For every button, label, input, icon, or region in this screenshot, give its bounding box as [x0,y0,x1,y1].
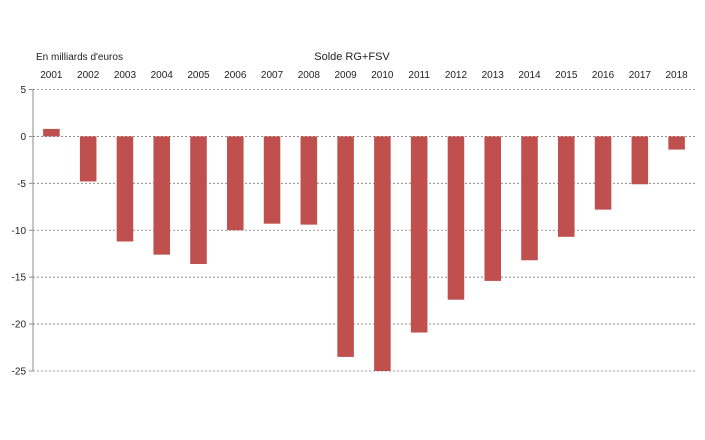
bar-2001 [43,128,60,137]
x-tick-label: 2001 [40,70,63,81]
x-tick-label: 2006 [224,70,247,81]
unit-label: En milliards d'euros [36,52,123,63]
x-tick-label: 2008 [298,70,321,81]
x-tick-label: 2002 [77,70,100,81]
bar-2009 [337,136,354,357]
x-tick-label: 2003 [114,70,137,81]
x-tick-label: 2009 [334,70,357,81]
bar-2016 [594,136,612,210]
bar-2008 [300,136,318,225]
bar-2013 [484,136,501,281]
x-tick-label: 2010 [371,70,394,81]
x-tick-label: 2016 [592,70,615,81]
x-tick-label: 2004 [151,70,174,81]
y-tick-label: 0 [20,132,26,143]
x-tick-label: 2011 [408,70,430,81]
bars [43,128,685,371]
y-tick-label: -25 [12,367,27,378]
y-tick-label: -20 [12,320,27,331]
chart-title: Solde RG+FSV [314,51,390,63]
bar-2007 [263,136,281,224]
x-tick-label: 2007 [261,70,284,81]
x-tick-label: 2014 [518,70,541,81]
bar-2014 [521,136,538,261]
x-axis-ticks: 2001 2002 2003 2004 2005 2006 2007 2008 2009 2010… [40,70,688,81]
y-tick-label: -15 [12,273,27,284]
x-tick-label: 2012 [445,70,468,81]
y-axis-ticks: 5 0 -5 -10 -15 -20 -25 [12,85,33,378]
bar-2012 [447,136,465,300]
y-tick-label: -10 [12,226,27,237]
bar-2003 [116,136,134,242]
bar-2005 [190,136,207,265]
bar-2010 [374,136,391,371]
y-tick-label: 5 [20,85,26,96]
x-tick-label: 2018 [665,70,688,81]
bar-2017 [631,136,649,185]
x-tick-label: 2005 [187,70,210,81]
bar-2004 [153,136,170,255]
bar-2018 [668,136,685,150]
x-tick-label: 2015 [555,70,578,81]
y-tick-label: -5 [17,179,26,190]
bar-2015 [558,136,575,237]
x-tick-label: 2017 [629,70,652,81]
bar-2006 [227,136,244,231]
bar-2011 [410,136,428,333]
x-tick-label: 2013 [482,70,505,81]
bar-2002 [79,136,97,182]
